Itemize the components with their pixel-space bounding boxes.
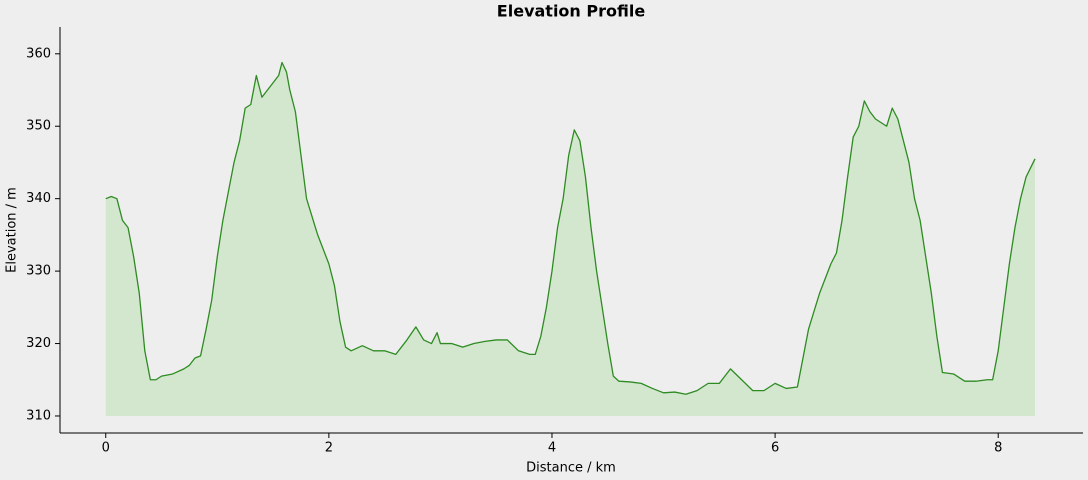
x-tick-label: 6 [771,441,779,456]
plot-area [105,61,1036,416]
x-tick-label: 2 [325,441,333,456]
y-tick-label: 310 [26,408,51,423]
y-tick-label: 330 [26,264,51,279]
x-tick-label: 4 [548,441,556,456]
y-axis-label: Elevation / m [5,187,20,273]
x-tick-label: 8 [994,441,1002,456]
y-tick-label: 340 [26,191,51,206]
chart-title: Elevation Profile [497,2,646,21]
x-axis-label: Distance / km [526,461,616,476]
area-fill [105,62,1036,416]
x-tick-label: 0 [102,441,110,456]
y-tick-label: 360 [26,46,51,61]
elevation-line [105,61,1036,395]
y-tick-label: 320 [26,336,51,351]
y-tick-label: 350 [26,119,51,134]
